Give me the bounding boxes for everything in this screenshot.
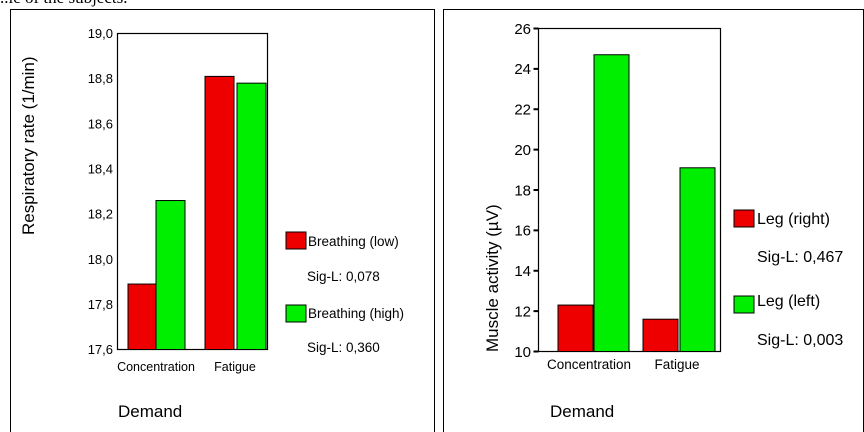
right-legend-label-left: Leg (left) xyxy=(757,293,820,310)
y-tick-label: 19,0 xyxy=(88,26,113,41)
left-x-label-fatigue: Fatigue xyxy=(214,360,256,374)
y-tick-label: 18,8 xyxy=(88,71,113,86)
left-legend-swatch-low xyxy=(285,231,307,250)
right-x-label-concentration: Concentration xyxy=(547,357,631,372)
left-legend-label-low: Breathing (low) xyxy=(308,234,399,249)
y-tick-label: 14 xyxy=(514,263,531,280)
y-tick-label: 18,4 xyxy=(88,161,113,176)
y-tick-label: 18,6 xyxy=(88,116,113,131)
right-legend-swatch-right xyxy=(733,209,755,228)
bar-concentration-s1 xyxy=(127,283,158,350)
y-tick-label: 16 xyxy=(514,223,531,240)
left-legend-swatch-high xyxy=(285,304,307,323)
right-bars xyxy=(557,54,716,353)
left-chart: 17,6 17,8 18,0 18,2 18,4 18,6 18,8 19,0 Respira… xyxy=(19,26,404,421)
right-legend-swatch-left xyxy=(733,295,755,314)
left-x-label-concentration: Concentration xyxy=(117,360,195,374)
right-x-label-fatigue: Fatigue xyxy=(654,357,699,372)
bar-fatigue-s2 xyxy=(679,167,716,352)
left-panel-frame xyxy=(10,9,435,432)
y-tick-label: 18,0 xyxy=(88,252,113,267)
y-tick-label: 24 xyxy=(514,61,531,78)
right-sig-right: Sig-L: 0,467 xyxy=(757,249,843,266)
left-y-axis-label: Respiratory rate (1/min) xyxy=(19,56,38,235)
left-legend-label-high: Breathing (high) xyxy=(308,306,404,321)
header-text-fragment: ..le of the subjects. xyxy=(0,0,127,8)
left-x-axis-title: Demand xyxy=(118,402,182,421)
y-tick-label: 22 xyxy=(514,102,531,119)
bar-fatigue-s1 xyxy=(642,318,679,353)
bar-fatigue-s1 xyxy=(204,75,235,350)
y-tick-label: 17,6 xyxy=(88,342,113,357)
left-bars xyxy=(127,75,267,351)
bar-concentration-s1 xyxy=(557,304,594,353)
left-yticks: 17,6 17,8 18,0 18,2 18,4 18,6 18,8 19,0 xyxy=(88,26,113,357)
bar-concentration-s2 xyxy=(155,200,186,350)
bar-concentration-s2 xyxy=(593,54,630,353)
right-sig-left: Sig-L: 0,003 xyxy=(757,332,843,349)
left-plot-frame xyxy=(116,32,269,351)
right-yticks: 10 12 14 16 18 20 22 24 26 xyxy=(514,21,539,361)
y-tick-label: 10 xyxy=(514,344,531,361)
y-tick-label: 26 xyxy=(514,21,531,38)
right-legend-label-right: Leg (right) xyxy=(757,211,830,228)
bar-fatigue-s2 xyxy=(236,82,267,351)
y-tick-label: 17,8 xyxy=(88,297,113,312)
left-sig-high: Sig-L: 0,360 xyxy=(307,340,380,355)
left-sig-low: Sig-L: 0,078 xyxy=(307,269,380,284)
y-tick-label: 20 xyxy=(514,142,531,159)
y-tick-label: 12 xyxy=(514,303,531,320)
y-tick-label: 18 xyxy=(514,182,531,199)
right-x-axis-title: Demand xyxy=(550,402,614,421)
y-tick-label: 18,2 xyxy=(88,207,113,222)
right-y-axis-label: Muscle activity (µV) xyxy=(483,204,502,352)
